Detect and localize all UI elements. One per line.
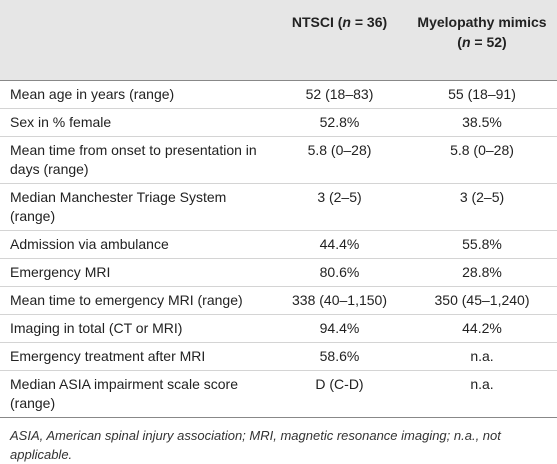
header-text: NTSCI ( bbox=[291, 14, 343, 30]
table-row: Emergency treatment after MRI 58.6% n.a. bbox=[0, 342, 557, 371]
cell-value: 52 (18–83) bbox=[272, 80, 407, 109]
table-row: Median ASIA impairment scale score (rang… bbox=[0, 370, 557, 418]
cell-value: 5.8 (0–28) bbox=[407, 136, 557, 184]
row-label: Imaging in total (CT or MRI) bbox=[0, 314, 272, 343]
row-label: Mean age in years (range) bbox=[0, 80, 272, 109]
cell-value: 28.8% bbox=[407, 258, 557, 287]
row-label: Mean time to emergency MRI (range) bbox=[0, 286, 272, 315]
data-table: NTSCI (n = 36) Myelopathy mimics (n = 52)… bbox=[0, 0, 557, 418]
table-row: Mean time from onset to presentation in … bbox=[0, 136, 557, 184]
row-label: Admission via ambulance bbox=[0, 230, 272, 259]
table-row: Mean age in years (range) 52 (18–83) 55 (1… bbox=[0, 80, 557, 109]
cell-value: 58.6% bbox=[272, 342, 407, 371]
header-text: = 36) bbox=[350, 14, 388, 30]
cell-value: D (C-D) bbox=[272, 370, 407, 418]
row-label: Median ASIA impairment scale score (rang… bbox=[0, 370, 272, 418]
cell-value: 350 (45–1,240) bbox=[407, 286, 557, 315]
table-body: Mean age in years (range) 52 (18–83) 55 (1… bbox=[0, 80, 557, 418]
row-label: Sex in % female bbox=[0, 108, 272, 137]
cell-value: 3 (2–5) bbox=[272, 183, 407, 231]
row-label: Emergency treatment after MRI bbox=[0, 342, 272, 371]
cell-value: 44.4% bbox=[272, 230, 407, 259]
cell-value: 94.4% bbox=[272, 314, 407, 343]
cell-value: n.a. bbox=[407, 370, 557, 418]
header-text: = 52) bbox=[470, 34, 507, 50]
cell-value: 52.8% bbox=[272, 108, 407, 137]
cell-value: 338 (40–1,150) bbox=[272, 286, 407, 315]
cell-value: 55.8% bbox=[407, 230, 557, 259]
header-cell bbox=[0, 0, 272, 80]
table-row: Sex in % female 52.8% 38.5% bbox=[0, 108, 557, 137]
header-text: n bbox=[461, 34, 471, 50]
cell-value: 3 (2–5) bbox=[407, 183, 557, 231]
table-row: Median Manchester Triage System (range) 3… bbox=[0, 183, 557, 231]
cell-value: 55 (18–91) bbox=[407, 80, 557, 109]
table-row: Emergency MRI 80.6% 28.8% bbox=[0, 258, 557, 287]
row-label: Emergency MRI bbox=[0, 258, 272, 287]
cell-value: 5.8 (0–28) bbox=[272, 136, 407, 184]
row-label: Median Manchester Triage System (range) bbox=[0, 183, 272, 231]
header-row: NTSCI (n = 36) Myelopathy mimics (n = 52) bbox=[0, 0, 557, 80]
column-header: NTSCI (n = 36) bbox=[272, 0, 407, 80]
table-row: Imaging in total (CT or MRI) 94.4% 44.2% bbox=[0, 314, 557, 343]
column-header: Myelopathy mimics (n = 52) bbox=[407, 0, 557, 80]
table-row: Mean time to emergency MRI (range) 338 (4… bbox=[0, 286, 557, 315]
table-head: NTSCI (n = 36) Myelopathy mimics (n = 52) bbox=[0, 0, 557, 80]
table-row: Admission via ambulance 44.4% 55.8% bbox=[0, 230, 557, 259]
header-text: Myelopathy mimics ( bbox=[417, 14, 547, 50]
cell-value: n.a. bbox=[407, 342, 557, 371]
cell-value: 38.5% bbox=[407, 108, 557, 137]
header-text: n bbox=[342, 14, 351, 30]
cell-value: 80.6% bbox=[272, 258, 407, 287]
cell-value: 44.2% bbox=[407, 314, 557, 343]
row-label: Mean time from onset to presentation in … bbox=[0, 136, 272, 184]
